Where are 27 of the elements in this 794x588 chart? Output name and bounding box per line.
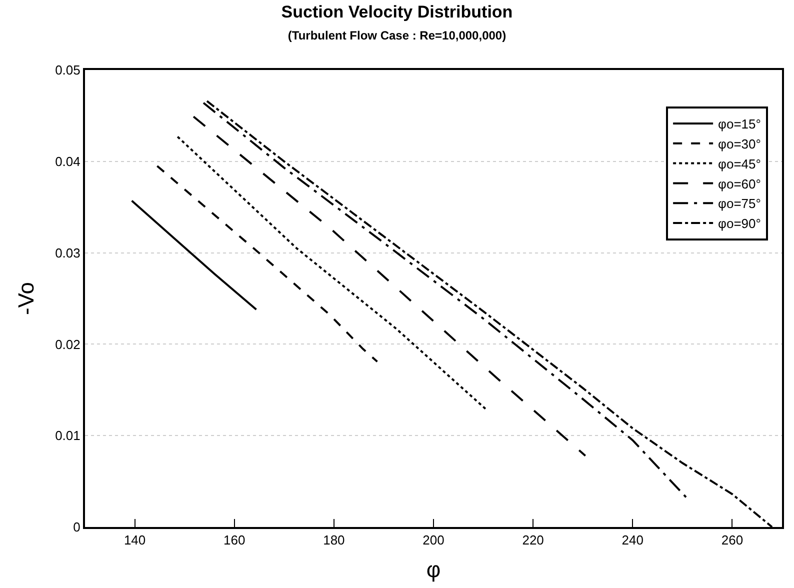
x-tick-label: 160: [224, 532, 246, 548]
x-axis-title: φ: [426, 557, 441, 582]
x-tick-label: 260: [721, 532, 744, 548]
legend-label: φo=45°: [718, 156, 761, 172]
x-tick-label: 240: [622, 532, 644, 548]
line-series: [176, 136, 487, 410]
y-axis-title: -Vo: [13, 282, 38, 316]
legend-label: φo=90°: [718, 216, 761, 232]
x-tick-label: 200: [422, 532, 444, 548]
line-series: [156, 164, 378, 363]
legend-label: φo=75°: [718, 196, 761, 212]
y-tick-label: 0: [73, 520, 80, 535]
y-tick-label: 0.04: [55, 154, 80, 169]
y-tick-label: 0.01: [55, 428, 80, 444]
y-tick-label: 0.05: [55, 62, 80, 78]
x-tick-label: 180: [323, 532, 345, 548]
legend-label: φo=15°: [718, 116, 761, 132]
x-tick-label: 220: [522, 532, 544, 548]
line-series: [192, 116, 586, 457]
line-series: [130, 200, 258, 310]
chart-subtitle: (Turbulent Flow Case : Re=10,000,000): [288, 28, 506, 43]
chart-title: Suction Velocity Distribution: [281, 2, 513, 22]
y-tick-label: 0.03: [55, 245, 80, 260]
y-tick-label: 0.02: [55, 336, 80, 352]
x-tick-label: 140: [124, 532, 146, 548]
legend-label: φo=60°: [718, 176, 761, 192]
legend-label: φo=30°: [718, 136, 761, 152]
